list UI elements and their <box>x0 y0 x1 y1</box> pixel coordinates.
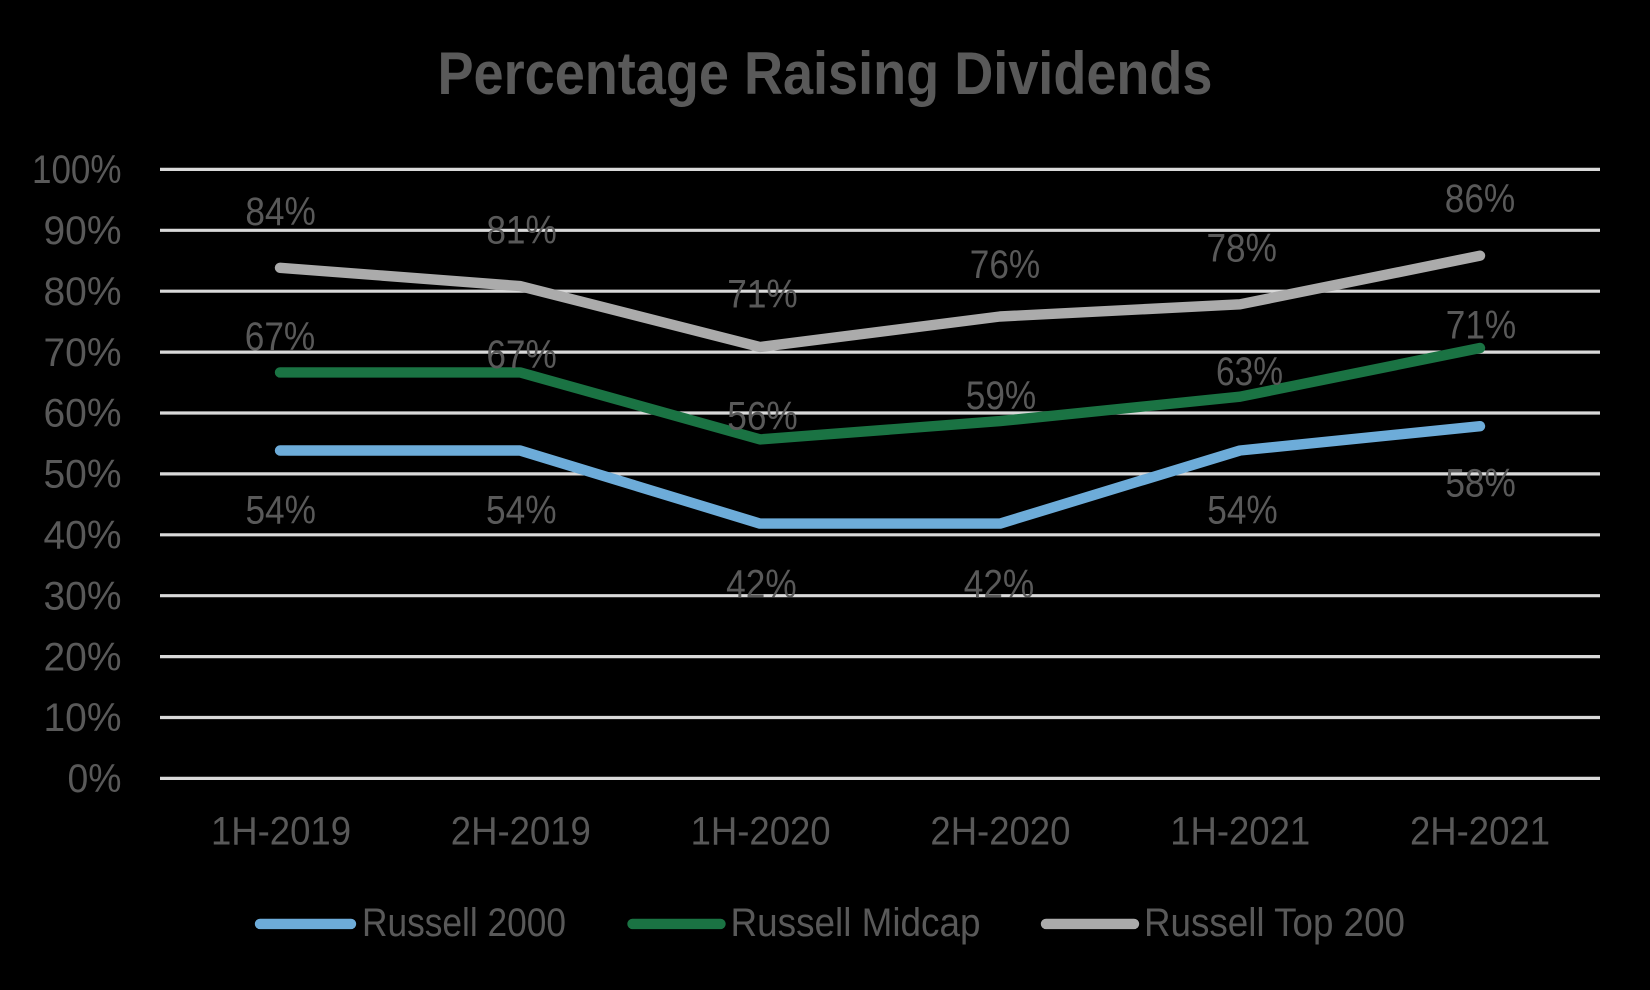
svg-text:71%: 71% <box>1446 304 1517 348</box>
svg-text:70%: 70% <box>44 331 122 375</box>
svg-text:90%: 90% <box>44 209 122 253</box>
svg-text:2H-2021: 2H-2021 <box>1410 810 1550 854</box>
svg-text:1H-2019: 1H-2019 <box>211 810 351 854</box>
svg-text:54%: 54% <box>245 488 316 532</box>
svg-text:1H-2021: 1H-2021 <box>1170 810 1310 854</box>
svg-text:84%: 84% <box>245 190 316 234</box>
svg-text:67%: 67% <box>245 315 316 359</box>
svg-text:54%: 54% <box>1207 488 1278 532</box>
svg-text:100%: 100% <box>32 148 122 192</box>
svg-text:30%: 30% <box>44 574 122 618</box>
svg-text:Russell Midcap: Russell Midcap <box>731 901 981 945</box>
svg-text:56%: 56% <box>727 395 798 439</box>
svg-text:42%: 42% <box>726 563 797 607</box>
svg-text:67%: 67% <box>486 333 557 377</box>
svg-text:0%: 0% <box>68 757 122 801</box>
svg-text:78%: 78% <box>1206 227 1277 271</box>
svg-text:Russell 2000: Russell 2000 <box>362 901 566 945</box>
svg-text:Russell Top 200: Russell Top 200 <box>1144 901 1405 945</box>
svg-text:86%: 86% <box>1445 177 1516 221</box>
svg-text:76%: 76% <box>970 243 1041 287</box>
svg-text:50%: 50% <box>44 453 122 497</box>
svg-text:63%: 63% <box>1216 350 1283 394</box>
svg-text:2H-2019: 2H-2019 <box>451 810 591 854</box>
svg-text:58%: 58% <box>1445 462 1516 506</box>
svg-text:71%: 71% <box>727 273 798 317</box>
svg-text:2H-2020: 2H-2020 <box>930 810 1070 854</box>
svg-text:54%: 54% <box>486 488 557 532</box>
svg-text:20%: 20% <box>44 635 122 679</box>
svg-text:1H-2020: 1H-2020 <box>691 810 831 854</box>
svg-text:80%: 80% <box>44 270 122 314</box>
svg-text:81%: 81% <box>486 209 557 253</box>
svg-text:59%: 59% <box>966 374 1037 418</box>
svg-text:40%: 40% <box>44 514 122 558</box>
svg-text:60%: 60% <box>44 392 122 436</box>
svg-text:42%: 42% <box>964 563 1035 607</box>
svg-text:Percentage Raising Dividends: Percentage Raising Dividends <box>438 40 1213 107</box>
svg-text:10%: 10% <box>44 696 122 740</box>
